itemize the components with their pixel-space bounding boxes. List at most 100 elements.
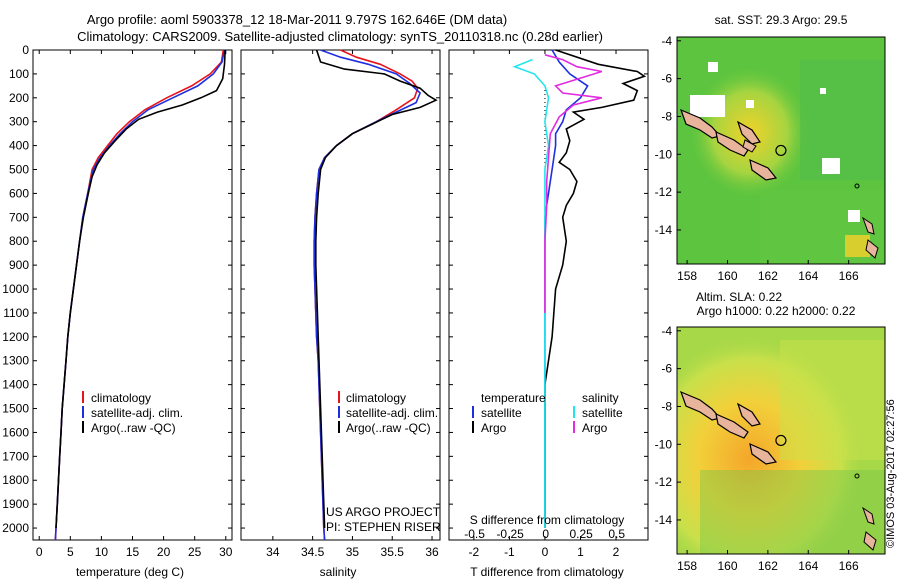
x-tick-label: 2 [613, 545, 620, 559]
x-tick-label: 15 [126, 545, 140, 559]
difference-plot-frame [448, 49, 649, 541]
legend-sal-argo-label: Argo [582, 421, 608, 435]
salinity-plot-frame [240, 49, 441, 541]
depth-tick-label: 1300 [2, 354, 29, 368]
salinity-legend: climatology satellite-adj. clim. Argo(..… [326, 391, 441, 534]
x-tick-label: -1 [504, 545, 515, 559]
depth-tick-label: 1500 [2, 402, 29, 416]
s-tick-label: 0.5 [608, 527, 625, 541]
map-lon-label: 166 [839, 559, 859, 573]
depth-tick-label: 1900 [2, 497, 29, 511]
imos-credit: ©IMOS 03-Aug-2017 02:27:56 [885, 399, 897, 548]
depth-tick-label: 200 [9, 91, 29, 105]
legend-satellite-label: satellite-adj. clim. [91, 406, 183, 420]
map-lat-label: -6 [661, 362, 672, 376]
legend-temp-satellite-label: satellite [481, 406, 522, 420]
s-tick-label: -0.25 [496, 527, 524, 541]
depth-tick-label: 1100 [3, 306, 29, 320]
map-lat-label: -12 [655, 475, 673, 489]
x-tick-label: 0 [542, 545, 549, 559]
legend-temperature-heading: temperature [481, 391, 546, 405]
x-tick-label: 20 [157, 545, 171, 559]
sst-map-frame [676, 36, 886, 265]
depth-tick-label: 0 [22, 43, 29, 57]
map-lat-label: -14 [655, 223, 673, 237]
s-difference-axis-label: S difference from climatology [470, 513, 625, 527]
depth-tick-label: 900 [9, 258, 29, 272]
sla-map-axes: 158 160 162 164 166 -4 -6 -8 -10 -12 -14 [655, 324, 859, 573]
depth-tick-label: 1000 [2, 282, 29, 296]
map-lat-label: -8 [661, 109, 672, 123]
difference-legend: temperature satellite Argo salinity sate… [472, 391, 623, 435]
depth-tick-label: 500 [9, 163, 29, 177]
profile-location-marker [775, 144, 787, 157]
x-tick-label: 0 [36, 545, 43, 559]
series-line-argo-raw-qc- [314, 49, 438, 529]
profile-location-marker [775, 434, 787, 447]
sla-map-title: Altim. SLA: 0.22 [696, 290, 782, 304]
map-lat-label: -4 [661, 34, 672, 48]
x-tick-label: 35.5 [381, 545, 405, 559]
x-tick-label: -2 [469, 545, 480, 559]
legend-satellite-label: satellite-adj. clim. [346, 406, 438, 420]
s-tick-label: 0.25 [570, 527, 594, 541]
map-lat-label: -6 [661, 72, 672, 86]
sst-map-title: sat. SST: 29.3 Argo: 29.5 [715, 13, 848, 27]
map-lon-label: 160 [717, 559, 737, 573]
temperature-axis-label: temperature (deg C) [76, 565, 184, 579]
temperature-legend: climatology satellite-adj. clim. Argo(..… [82, 391, 183, 435]
series-line-satellite-adj-clim- [54, 49, 226, 541]
series-line-climatology [313, 49, 419, 541]
x-tick-label: 25 [188, 545, 202, 559]
depth-tick-label: 300 [9, 115, 29, 129]
x-tick-label: 10 [95, 545, 109, 559]
x-tick-label: 34.5 [301, 545, 325, 559]
depth-tick-label: 1700 [2, 449, 29, 463]
map-lon-label: 158 [677, 559, 697, 573]
salinity-axis-label: salinity [320, 565, 357, 579]
map-lon-label: 160 [717, 269, 737, 283]
salinity-plot: 34 34.5 35 35.5 36 [241, 49, 440, 559]
s-tick-label: -0.5 [464, 527, 485, 541]
depth-tick-label: 1800 [2, 473, 29, 487]
sla-map-frame [676, 326, 886, 555]
depth-tick-label: 700 [9, 210, 29, 224]
project-credit: US ARGO PROJECT [326, 505, 441, 519]
x-tick-label: 5 [67, 545, 74, 559]
series-line-salinity-satellite [512, 58, 550, 528]
depth-tick-label: 1600 [2, 425, 29, 439]
legend-salinity-heading: salinity [582, 391, 619, 405]
difference-plot: -2 -1 0 1 2 -0.5 -0.25 0 0.25 0.5 [449, 49, 648, 559]
depth-tick-label: 100 [9, 67, 29, 81]
map-lat-label: -10 [655, 437, 673, 451]
temperature-plot: 0 5 10 15 20 25 30 [33, 49, 233, 559]
x-tick-label: 36 [425, 545, 439, 559]
map-lon-label: 164 [798, 559, 818, 573]
figure-subtitle: Climatology: CARS2009. Satellite-adjuste… [77, 29, 603, 44]
map-lon-label: 164 [798, 269, 818, 283]
depth-axis: 0 100 200 300 400 500 600 700 800 900 1000 1100 1200… [2, 43, 29, 535]
legend-climatology-label: climatology [91, 391, 151, 405]
legend-sal-satellite-label: satellite [582, 406, 623, 420]
series-line-temperature-argo [544, 49, 647, 528]
depth-tick-label: 400 [9, 139, 29, 153]
map-lat-label: -12 [655, 185, 673, 199]
sst-map-axes: 158 160 162 164 166 -4 -6 -8 -10 -12 -14 [655, 34, 859, 283]
x-tick-label: 35 [346, 545, 360, 559]
map-lon-label: 162 [758, 269, 778, 283]
series-line-climatology [54, 49, 225, 541]
sla-map-field [677, 327, 885, 554]
series-line-satellite-adj-clim- [313, 49, 422, 541]
depth-tick-label: 2000 [2, 521, 29, 535]
depth-tick-label: 600 [9, 186, 29, 200]
series-line-temperature-satellite [544, 49, 589, 528]
legend-climatology-label: climatology [346, 391, 406, 405]
series-line-argo-raw-qc- [55, 49, 226, 529]
map-lon-label: 166 [839, 269, 859, 283]
legend-temp-argo-label: Argo [481, 421, 507, 435]
legend-argo-label: Argo(..raw -QC) [91, 421, 176, 435]
depth-tick-label: 1200 [2, 330, 29, 344]
map-lat-label: -4 [661, 324, 672, 338]
t-difference-axis-label: T difference from climatology [470, 565, 624, 579]
